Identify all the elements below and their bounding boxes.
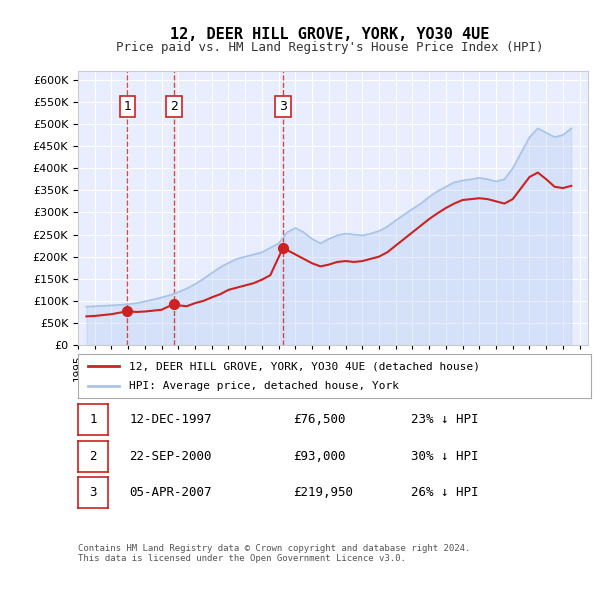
Text: £76,500: £76,500 bbox=[293, 413, 346, 426]
Text: 30% ↓ HPI: 30% ↓ HPI bbox=[412, 450, 479, 463]
Text: 12, DEER HILL GROVE, YORK, YO30 4UE (detached house): 12, DEER HILL GROVE, YORK, YO30 4UE (det… bbox=[130, 362, 481, 371]
Text: 3: 3 bbox=[279, 100, 287, 113]
Text: 12-DEC-1997: 12-DEC-1997 bbox=[130, 413, 212, 426]
Text: Contains HM Land Registry data © Crown copyright and database right 2024.
This d: Contains HM Land Registry data © Crown c… bbox=[78, 544, 470, 563]
Text: 22-SEP-2000: 22-SEP-2000 bbox=[130, 450, 212, 463]
Text: 1: 1 bbox=[89, 413, 97, 426]
Text: Price paid vs. HM Land Registry's House Price Index (HPI): Price paid vs. HM Land Registry's House … bbox=[116, 41, 544, 54]
Text: 12, DEER HILL GROVE, YORK, YO30 4UE: 12, DEER HILL GROVE, YORK, YO30 4UE bbox=[170, 27, 490, 41]
Text: 23% ↓ HPI: 23% ↓ HPI bbox=[412, 413, 479, 426]
Text: 1: 1 bbox=[124, 100, 131, 113]
Text: 2: 2 bbox=[170, 100, 178, 113]
Text: £219,950: £219,950 bbox=[293, 486, 353, 499]
Text: 26% ↓ HPI: 26% ↓ HPI bbox=[412, 486, 479, 499]
Text: 3: 3 bbox=[89, 486, 97, 499]
Text: 2: 2 bbox=[89, 450, 97, 463]
Text: £93,000: £93,000 bbox=[293, 450, 346, 463]
Text: HPI: Average price, detached house, York: HPI: Average price, detached house, York bbox=[130, 381, 400, 391]
Text: 05-APR-2007: 05-APR-2007 bbox=[130, 486, 212, 499]
